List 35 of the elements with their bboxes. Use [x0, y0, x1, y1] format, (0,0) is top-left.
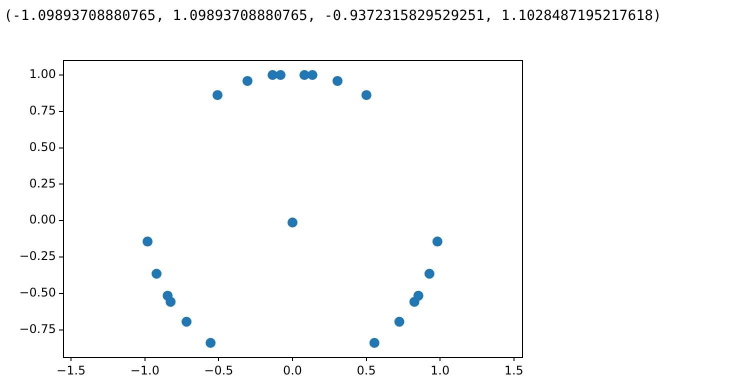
- point: [206, 338, 216, 348]
- point: [432, 236, 442, 247]
- point: [369, 338, 380, 348]
- y-tick-label: 0.75: [29, 104, 56, 118]
- x-tick-label: 0.5: [356, 363, 376, 378]
- point: [182, 316, 192, 327]
- x-tick-label: −1.5: [56, 363, 86, 378]
- x-tick-label: 1.5: [504, 363, 524, 378]
- point: [212, 90, 223, 100]
- point: [152, 268, 162, 279]
- x-tick-label: −0.5: [204, 363, 234, 378]
- y-tick-label: −0.50: [19, 286, 56, 300]
- point: [394, 316, 404, 327]
- x-tick-label: 0.0: [282, 363, 302, 378]
- point: [361, 90, 372, 100]
- point: [288, 217, 298, 228]
- y-tick-label: 1.00: [29, 67, 56, 82]
- point: [307, 70, 318, 80]
- point: [268, 70, 278, 80]
- text: (-1.09893708880765, 1.09893708880765, -0.9372315829529251, 1.1028487195217618): [4, 8, 662, 24]
- point: [142, 236, 153, 247]
- point: [413, 290, 424, 301]
- y-tick-label: −0.75: [19, 322, 56, 336]
- point: [299, 70, 310, 80]
- y-tick-label: 0.25: [29, 176, 56, 190]
- point: [166, 296, 176, 307]
- x-tick-label: 1.0: [430, 363, 450, 378]
- y-tick-label: −0.25: [19, 249, 56, 264]
- y-tick-label: 0.00: [29, 212, 56, 227]
- y-tick-label: 0.50: [29, 140, 56, 154]
- point: [276, 70, 286, 80]
- point: [242, 76, 252, 86]
- point: [332, 76, 343, 86]
- x-tick-label: −1.0: [130, 363, 160, 378]
- point: [424, 268, 434, 279]
